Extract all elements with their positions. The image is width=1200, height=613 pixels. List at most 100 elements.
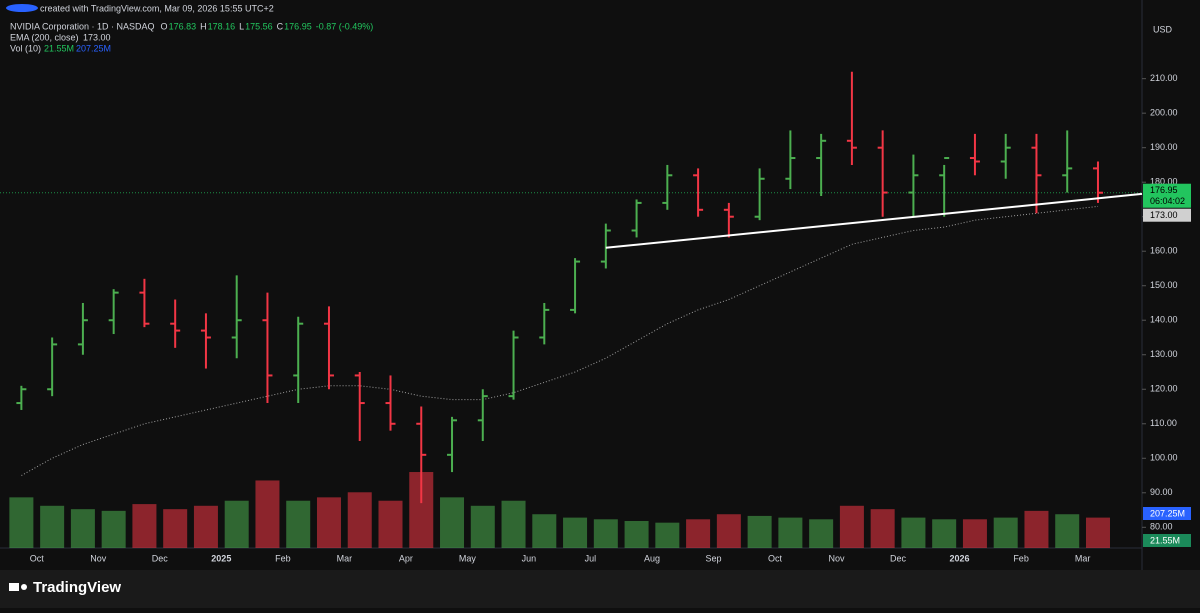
ohlc-bar [723, 202, 734, 238]
y-tick-label: 100.00 [1150, 453, 1178, 463]
ohlc-bar [1000, 133, 1011, 179]
vol-ma-label: 207.25M [1150, 508, 1185, 518]
vol-ma-box [1143, 507, 1191, 520]
x-tick-label: Feb [1013, 553, 1029, 563]
volume-bar [1085, 517, 1110, 548]
vol-label: Vol (10) [10, 43, 41, 53]
ohlc-bar [816, 133, 827, 196]
volume-bar [470, 505, 495, 548]
ohlc-bar [662, 164, 673, 210]
volume-bar [70, 509, 95, 548]
x-tick-label: 2025 [211, 553, 231, 563]
ohlc-bar [447, 416, 458, 473]
ohlc-bar [969, 133, 980, 176]
volume-bar [993, 517, 1018, 548]
y-tick-label: 200.00 [1150, 108, 1178, 118]
x-tick-label: Mar [1075, 553, 1091, 563]
ohlc-bar [139, 278, 150, 328]
last-price-label: 176.95 [1150, 185, 1178, 195]
ohlc-bar [600, 223, 611, 269]
volume-bar [870, 509, 895, 548]
x-tick-label: Dec [152, 553, 169, 563]
trendline [605, 192, 1143, 249]
y-tick-label: 80.00 [1150, 522, 1173, 532]
ohlc-bar [877, 130, 888, 217]
y-tick-label: 160.00 [1150, 246, 1178, 256]
y-tick-label: 180.00 [1150, 177, 1178, 187]
ohlc-bar [908, 154, 919, 217]
ohlc-bar [939, 157, 950, 217]
last-price-box [1143, 183, 1191, 208]
ohlc-bar [1062, 130, 1073, 193]
ohlc-bar [477, 389, 488, 442]
volume-bar [809, 519, 834, 548]
volume-bar [686, 519, 711, 548]
volume-bar [40, 505, 65, 548]
ohlc-close: 176.95 [284, 21, 312, 31]
volume-bar [224, 500, 249, 548]
volume-bar [778, 517, 803, 548]
ohlc-bar [231, 275, 242, 359]
ohlc-bar [293, 316, 304, 404]
ohlc-bar [16, 385, 27, 410]
created-note: created with TradingView.com, Mar 09, 20… [40, 3, 274, 13]
x-tick-label: Aug [644, 553, 660, 563]
ohlc-low: 175.56 [245, 21, 273, 31]
y-tick-label: 150.00 [1150, 280, 1178, 290]
ohlc-bar [47, 337, 58, 397]
redaction [6, 4, 38, 12]
ema-price-label: 173.00 [1150, 210, 1178, 220]
x-tick-label: Oct [768, 553, 783, 563]
brand: TradingView [33, 579, 121, 596]
currency: USD [1153, 24, 1173, 34]
vol-value: 21.55M [44, 43, 74, 53]
y-tick-label: 140.00 [1150, 315, 1178, 325]
x-tick-label: Jul [585, 553, 597, 563]
volume-bar [624, 520, 649, 548]
volume-bar [655, 522, 680, 548]
volume-bar [132, 504, 157, 548]
volume-bar [747, 515, 772, 548]
x-tick-label: Mar [337, 553, 353, 563]
ohlc-bar [1092, 161, 1103, 203]
volume-bar [932, 519, 957, 548]
ohlc-bar [354, 372, 365, 442]
ema-price-box [1143, 208, 1191, 222]
ohlc-c_label: C [277, 21, 284, 31]
ema-label: EMA (200, close) [10, 32, 79, 42]
ohlc-open: 176.83 [169, 21, 197, 31]
volume-bar [440, 497, 465, 548]
volume-bar [901, 517, 926, 548]
ema-value: 173.00 [83, 32, 111, 42]
logo-mark [21, 584, 27, 590]
volume-bar [1024, 510, 1049, 548]
ohlc-bar [693, 168, 704, 217]
volume-bar [962, 519, 987, 548]
x-tick-label: Dec [890, 553, 907, 563]
volume-bar [347, 492, 372, 548]
volume-bar [163, 509, 188, 548]
ohlc-bar [170, 299, 181, 348]
x-tick-label: Nov [829, 553, 846, 563]
volume-bar [316, 497, 341, 548]
ohlc-bar [108, 289, 119, 335]
volume-bar [193, 505, 218, 548]
volume-bar [101, 510, 126, 548]
vol-label: 21.55M [1150, 535, 1180, 545]
volume-bar [9, 497, 34, 548]
symbol: NVIDIA Corporation · 1D · NASDAQ [10, 21, 155, 31]
y-tick-label: 130.00 [1150, 349, 1178, 359]
ohlc-bar [77, 302, 88, 355]
ohlc-bar [631, 199, 642, 238]
ohlc-bar [323, 306, 334, 390]
volume [9, 472, 1110, 548]
ohlc-bar [1031, 133, 1042, 214]
volume-bar [563, 517, 588, 548]
y-tick-label: 110.00 [1150, 418, 1177, 428]
x-tick-label: Nov [90, 553, 107, 563]
ohlc-h_label: H [200, 21, 207, 31]
x-tick-label: Jun [522, 553, 537, 563]
ohlc-l_label: L [239, 21, 244, 31]
